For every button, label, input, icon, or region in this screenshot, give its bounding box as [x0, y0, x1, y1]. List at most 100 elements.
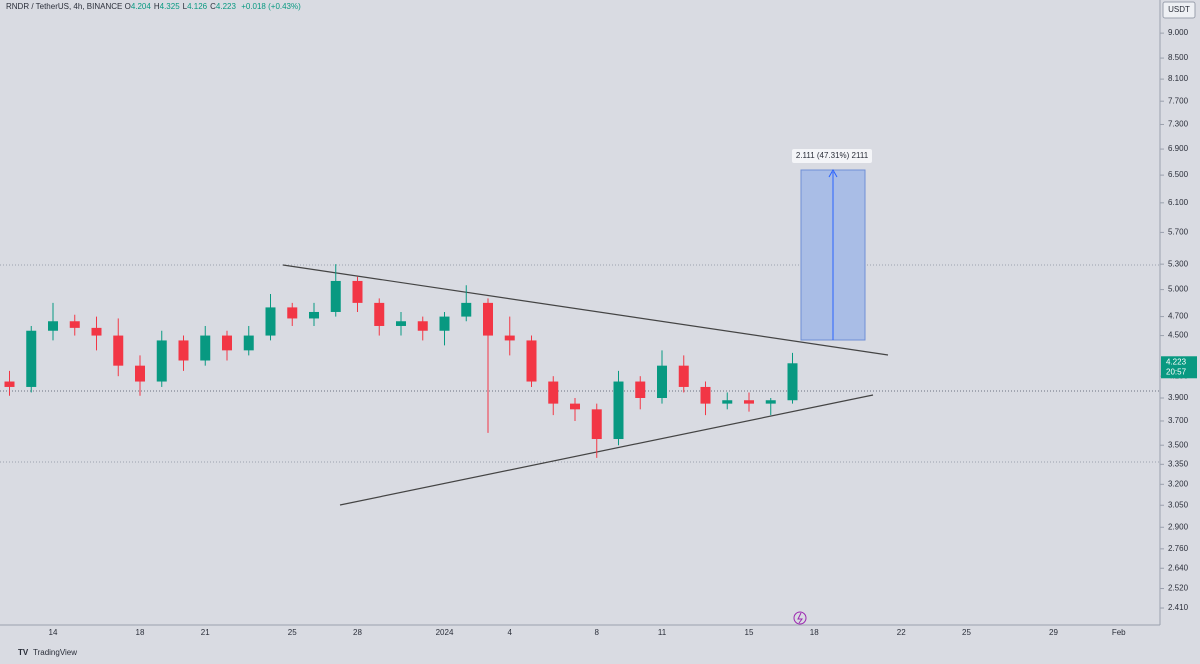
y-tick-label: 3.050	[1168, 500, 1189, 509]
ohlc: O4.204 H4.325 L4.126 C4.223	[125, 2, 239, 11]
candle-body	[700, 386, 711, 404]
candle-body	[396, 321, 406, 326]
symbol: RNDR / TetherUS, 4h, BINANCE	[6, 2, 123, 11]
x-tick-label: 14	[49, 628, 58, 637]
candle-body	[722, 400, 733, 404]
header: RNDR / TetherUS, 4h, BINANCE O4.204 H4.32…	[6, 2, 304, 11]
y-tick-label: 6.100	[1168, 198, 1189, 207]
y-tick-label: 3.200	[1168, 479, 1189, 488]
y-tick-label: 9.000	[1168, 28, 1189, 37]
upper-trendline[interactable]	[282, 264, 889, 356]
y-tick-label: 6.500	[1168, 170, 1189, 179]
x-tick-label: 11	[658, 628, 667, 637]
y-tick-label: 3.900	[1168, 393, 1189, 402]
y-tick-label: 2.640	[1168, 563, 1189, 572]
candle-body	[352, 280, 363, 303]
candle-body	[69, 321, 80, 328]
candle-body	[483, 302, 493, 336]
candle-body	[635, 381, 646, 398]
candle-body	[309, 311, 319, 319]
measure-arrowhead	[828, 168, 838, 178]
candle-body	[4, 381, 15, 387]
y-tick-label: 2.410	[1168, 603, 1189, 612]
y-tick-label: 5.000	[1168, 285, 1189, 294]
y-tick-label: 3.700	[1168, 416, 1189, 425]
price-tag: 4.223	[1166, 357, 1187, 366]
y-tick-label: 2.900	[1168, 522, 1189, 531]
x-tick-label: 25	[962, 628, 971, 637]
logo: TV	[18, 648, 29, 657]
candle-body	[678, 365, 689, 387]
y-tick-label: 5.300	[1168, 259, 1189, 268]
candle-body	[765, 400, 776, 404]
ohlc-label: C	[210, 2, 216, 11]
candle-body	[330, 280, 341, 312]
countdown: 20:57	[1166, 367, 1187, 376]
lower-trendline[interactable]	[339, 394, 874, 506]
measure-label: 2.111 (47.31%) 2111	[796, 151, 869, 160]
ohlc-value: 4.325	[159, 2, 180, 11]
candle-body	[461, 302, 472, 317]
event-icon[interactable]	[793, 611, 807, 625]
candle-body	[657, 365, 667, 398]
currency: USDT	[1168, 5, 1190, 14]
candle-body	[548, 381, 559, 404]
y-tick-label: 3.500	[1168, 440, 1189, 449]
candle-body	[570, 403, 580, 410]
ohlc-value: 4.204	[130, 2, 151, 11]
candle-body	[417, 321, 428, 331]
candle-body	[439, 316, 450, 331]
candle-body	[200, 335, 211, 361]
candle-body	[26, 330, 37, 387]
candle-body	[374, 302, 385, 326]
candle-body	[265, 307, 276, 336]
y-tick-label: 2.520	[1168, 584, 1189, 593]
y-tick-label: 3.350	[1168, 459, 1189, 468]
y-tick-label: 5.700	[1168, 228, 1189, 237]
y-tick-label: 4.700	[1168, 312, 1189, 321]
y-tick-label: 8.100	[1168, 74, 1189, 83]
x-tick-label: Feb	[1112, 628, 1126, 637]
y-tick-label: 7.700	[1168, 96, 1189, 105]
x-tick-label: 8	[595, 628, 600, 637]
candle-body	[91, 327, 102, 336]
x-tick-label: 25	[288, 628, 297, 637]
event-icon-bolt	[797, 612, 803, 624]
candle-body	[591, 409, 602, 440]
candle-body	[243, 335, 254, 351]
ohlc-label: L	[182, 2, 188, 11]
x-tick-label: 18	[136, 628, 145, 637]
candle-body	[526, 340, 537, 382]
change: +0.018 (+0.43%)	[241, 2, 301, 11]
candle-body	[504, 335, 515, 341]
candle-body	[744, 400, 754, 404]
y-tick-label: 7.300	[1168, 120, 1189, 129]
ohlc-value: 4.126	[187, 2, 208, 11]
ohlc-label: H	[153, 2, 160, 11]
y-tick-label: 4.500	[1168, 331, 1189, 340]
candle-body	[135, 365, 145, 382]
candle-body	[222, 335, 232, 351]
price-tag-bg	[1161, 356, 1197, 379]
y-tick-label: 2.760	[1168, 544, 1189, 553]
x-tick-label: 2024	[436, 628, 454, 637]
ohlc-value: 4.223	[215, 2, 236, 11]
ohlc-label: O	[124, 2, 131, 11]
candle-body	[48, 321, 58, 331]
candle-body	[156, 340, 167, 382]
x-tick-label: 28	[353, 628, 362, 637]
candle-body	[787, 363, 798, 401]
y-tick-label: 8.500	[1168, 53, 1189, 62]
y-tick-label: 6.900	[1168, 144, 1189, 153]
x-tick-label: 4	[508, 628, 513, 637]
candle-body	[287, 307, 298, 319]
x-tick-label: 21	[201, 628, 210, 637]
brand: TradingView	[33, 648, 77, 657]
measure-label-bg	[792, 149, 872, 163]
x-tick-label: 29	[1049, 628, 1058, 637]
currency-box[interactable]	[1162, 1, 1196, 19]
candle-body	[178, 340, 189, 361]
